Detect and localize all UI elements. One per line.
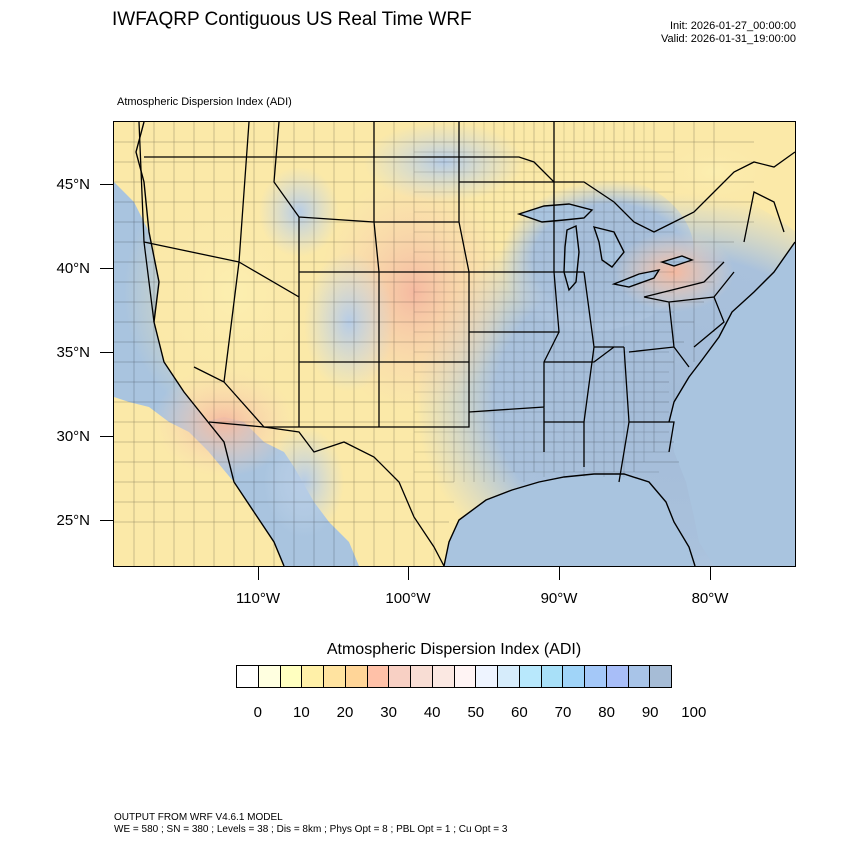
- colorbar: [236, 665, 672, 688]
- atlantic-ocean: [669, 242, 795, 566]
- colorbar-box: [585, 666, 607, 687]
- colorbar-label: 100: [681, 704, 707, 721]
- map-frame: [113, 121, 796, 567]
- colorbar-box: [258, 666, 281, 687]
- coastlines: [135, 122, 795, 566]
- plot-title: IWFAQRP Contiguous US Real Time WRF: [112, 9, 472, 30]
- lat-label-25n: 25°N: [56, 512, 90, 529]
- lon-tick: [710, 567, 711, 580]
- lon-tick: [408, 567, 409, 580]
- colorbar-box: [650, 666, 671, 687]
- colorbar-box: [606, 666, 629, 687]
- model-info-line-1: OUTPUT FROM WRF V4.6.1 MODEL: [114, 812, 283, 823]
- colorbar-label: 10: [293, 704, 310, 721]
- lat-tick: [100, 352, 113, 353]
- lon-label-90w: 90°W: [540, 590, 578, 607]
- colorbar-box: [432, 666, 455, 687]
- lat-tick: [100, 520, 113, 521]
- colorbar-label: 50: [467, 704, 485, 721]
- colorbar-box: [237, 666, 259, 687]
- colorbar-box: [476, 666, 498, 687]
- colorbar-box: [367, 666, 390, 687]
- adi-map: [114, 122, 795, 566]
- colorbar-box: [628, 666, 651, 687]
- colorbar-box: [345, 666, 368, 687]
- colorbar-label: 60: [511, 704, 528, 721]
- valid-time: Valid: 2026-01-31_19:00:00: [661, 33, 796, 45]
- colorbar-box: [498, 666, 520, 687]
- colorbar-box: [454, 666, 477, 687]
- model-info-line-2: WE = 580 ; SN = 380 ; Levels = 38 ; Dis …: [114, 824, 508, 835]
- colorbar-label: 80: [598, 704, 615, 721]
- colorbar-label: 20: [336, 704, 354, 721]
- colorbar-box: [389, 666, 411, 687]
- lon-label-110w: 110°W: [235, 590, 281, 607]
- colorbar-label: 90: [641, 704, 659, 721]
- lat-tick: [100, 184, 113, 185]
- lon-tick: [258, 567, 259, 580]
- lake-ontario: [662, 256, 692, 266]
- lon-label-80w: 80°W: [691, 590, 729, 607]
- lat-tick: [100, 436, 113, 437]
- colorbar-box: [324, 666, 346, 687]
- lon-tick: [559, 567, 560, 580]
- gulf-of-mexico: [444, 474, 695, 566]
- colorbar-box: [411, 666, 433, 687]
- colorbar-box: [280, 666, 303, 687]
- lat-label-45n: 45°N: [56, 176, 90, 193]
- lon-label-100w: 100°W: [385, 590, 431, 607]
- init-time: Init: 2026-01-27_00:00:00: [670, 20, 796, 32]
- lat-label-30n: 30°N: [56, 428, 90, 445]
- colorbar-box: [519, 666, 542, 687]
- colorbar-label: 70: [554, 704, 572, 721]
- lat-label-40n: 40°N: [56, 260, 90, 277]
- lake-erie: [614, 270, 659, 287]
- legend-title: Atmospheric Dispersion Index (ADI): [326, 641, 582, 658]
- colorbar-label: 0: [253, 704, 262, 721]
- state-borders: [138, 122, 795, 566]
- colorbar-box: [563, 666, 585, 687]
- colorbar-box: [541, 666, 564, 687]
- colorbar-label: 30: [380, 704, 397, 721]
- lat-label-35n: 35°N: [56, 344, 90, 361]
- colorbar-box: [302, 666, 324, 687]
- colorbar-label: 40: [423, 704, 441, 721]
- lat-tick: [100, 268, 113, 269]
- field-label: Atmospheric Dispersion Index (ADI): [117, 96, 292, 108]
